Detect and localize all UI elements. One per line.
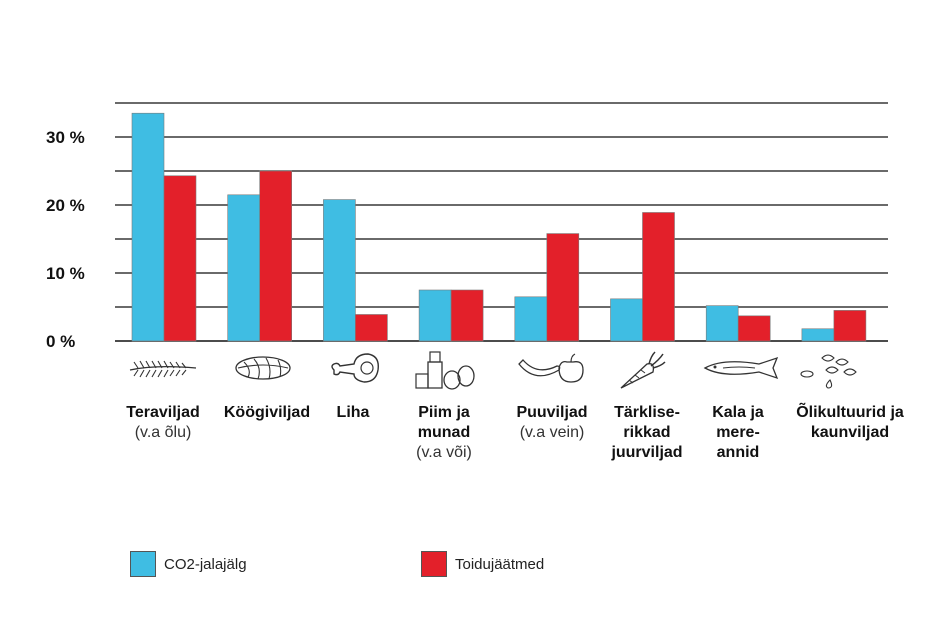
meat-leg-icon [331,353,379,383]
legend-label-co2: CO2-jalajälg [164,555,247,573]
y-tick-label: 30 % [46,128,85,147]
bar-co2 [418,289,452,342]
wheat-icon [129,360,197,378]
legend-item-co2: CO2-jalajälg [130,551,247,577]
category-name: Liha [336,404,370,421]
category-label-piim-ja-munad: Piim ja munad (v.a või) [399,403,489,463]
bar-waste [163,175,197,342]
bar-co2 [514,296,548,342]
category-note: (v.a õlu) [134,424,192,441]
category-label-teraviljad: Teraviljad (v.a õlu) [108,403,218,443]
legend-label-waste: Toidujäätmed [455,555,545,573]
category-label-tarkliserikkad-juurviljad: Tärklise-rikkad juurviljad [604,403,690,463]
category-label-liha: Liha [298,403,408,423]
bar-waste [737,315,771,342]
category-name: Köögiviljad [223,404,311,421]
category-name: Piim ja munad [417,404,471,441]
category-name: Õlikultuurid ja kaunviljad [796,404,904,441]
bar-waste [546,233,580,342]
category-label-kala-ja-mereannid: Kala ja mere-annid [700,403,776,463]
legend-item-waste: Toidujäätmed [421,551,544,577]
beans-seeds-icon [800,354,857,389]
carrot-icon [620,351,666,389]
bar-co2 [801,328,835,342]
banana-apple-icon [518,353,584,383]
bar-co2 [705,305,739,342]
bar-waste [450,289,484,342]
bar-waste [642,212,675,342]
category-name: Teraviljad [126,404,200,421]
category-label-olikultuurid-ja-kaunviljad: Õlikultuurid ja kaunviljad [790,403,910,443]
category-note: (v.a või) [416,444,472,461]
category-name: Tärklise-rikkad juurviljad [611,404,683,461]
bar-waste [355,314,388,342]
bar-co2 [131,112,165,342]
category-label-koogiviljad: Köögiviljad [212,403,322,423]
leafy-vegetable-icon [235,356,291,380]
chart-plot-area: 0 % 10 % 20 % 30 % [46,102,888,351]
y-tick-label: 10 % [46,264,85,283]
fish-icon [703,356,779,380]
bar-co2 [227,194,260,342]
category-name: Kala ja mere-annid [712,404,764,461]
legend-swatch-waste [421,551,447,577]
bar-co2 [610,298,643,342]
bar-co2 [323,199,356,342]
y-tick-label: 20 % [46,196,85,215]
milk-eggs-icon [415,351,475,390]
category-label-puuviljad: Puuviljad (v.a vein) [497,403,607,443]
legend-swatch-co2 [130,551,156,577]
y-tick-label: 0 % [46,332,75,351]
bar-waste [833,310,867,342]
category-name: Puuviljad [516,404,588,421]
category-note: (v.a vein) [519,424,585,441]
bar-waste [259,170,293,342]
